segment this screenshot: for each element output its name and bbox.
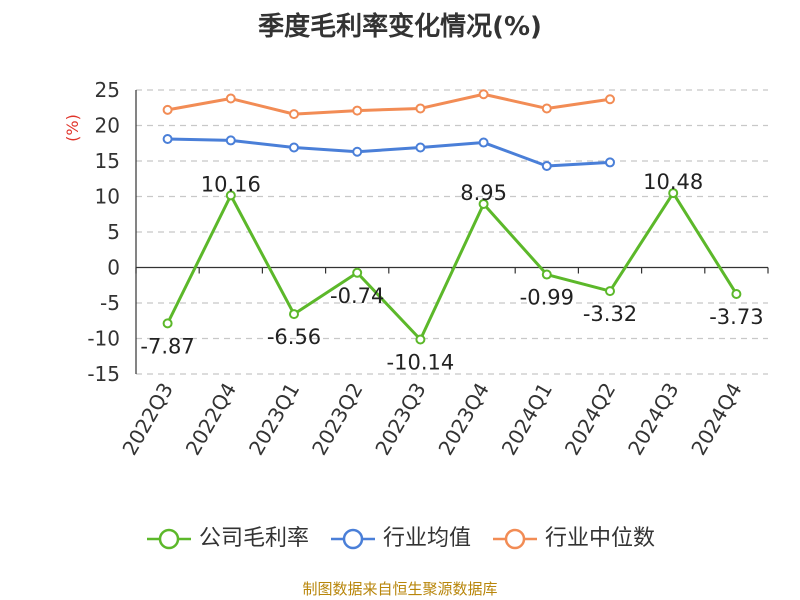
legend-label: 行业均值 <box>382 526 471 551</box>
y-tick-label: 5 <box>107 220 120 244</box>
y-tick-label: 25 <box>95 78 120 102</box>
chart-title: 季度毛利率变化情况(%) <box>258 12 542 42</box>
data-label: -3.32 <box>583 302 637 326</box>
x-tick-label: 2024Q3 <box>623 379 683 460</box>
data-point <box>225 93 236 104</box>
data-point <box>605 286 615 297</box>
series-lines <box>162 89 742 345</box>
x-tick-label: 2022Q3 <box>117 379 177 460</box>
data-label: 10.48 <box>643 170 703 194</box>
y-tick-label: 20 <box>95 114 120 138</box>
legend-label: 行业中位数 <box>545 526 656 551</box>
data-point <box>162 318 173 329</box>
x-tick-label: 2024Q4 <box>686 379 746 460</box>
data-point <box>605 157 615 168</box>
source-note: 制图数据来自恒生聚源数据库 <box>302 580 498 598</box>
data-point <box>541 103 552 114</box>
data-point <box>478 89 489 100</box>
data-point <box>541 160 552 171</box>
legend-item[interactable]: 行业均值 <box>329 520 471 552</box>
data-label: -3.73 <box>709 305 763 329</box>
x-tick-label: 2023Q3 <box>370 379 430 460</box>
y-tick-label: -5 <box>100 291 120 315</box>
x-tick-label: 2024Q2 <box>560 379 620 460</box>
legend-marker <box>158 528 180 550</box>
data-point <box>731 288 742 299</box>
data-label: -10.14 <box>387 350 455 374</box>
x-tick-label: 2023Q2 <box>307 379 367 460</box>
data-point <box>478 137 489 148</box>
data-point <box>605 94 615 105</box>
y-tick-label: -10 <box>87 327 120 351</box>
data-point <box>225 190 236 201</box>
x-tick-label: 2024Q1 <box>497 379 557 460</box>
legend: 公司毛利率 行业均值 行业中位数 <box>0 520 800 552</box>
data-point <box>162 133 173 144</box>
data-point <box>162 104 173 115</box>
data-label: -0.99 <box>520 286 574 310</box>
legend-swatch <box>493 528 537 550</box>
data-point <box>289 309 299 320</box>
data-label: -6.56 <box>267 325 321 349</box>
y-axis-unit-label: (%) <box>63 114 82 142</box>
data-label: -0.74 <box>330 284 384 308</box>
gridlines <box>136 89 768 375</box>
series-line <box>167 92 611 116</box>
data-point <box>541 269 552 280</box>
data-labels: -7.87 10.16 -6.56 -0.74 -10.14 8.95 -0.99 -3.32… <box>140 170 763 374</box>
legend-label: 公司毛利率 <box>198 526 309 551</box>
y-tick-label: 15 <box>95 149 120 173</box>
data-label: -7.87 <box>140 334 194 358</box>
data-point <box>352 105 363 116</box>
data-point <box>415 142 426 153</box>
data-point <box>289 109 299 120</box>
data-point <box>668 188 679 199</box>
series-line <box>167 137 611 168</box>
data-point <box>289 142 299 153</box>
data-point <box>415 103 426 114</box>
data-label: 10.16 <box>201 172 261 196</box>
legend-swatch <box>330 528 375 550</box>
legend-item[interactable]: 公司毛利率 <box>145 520 309 552</box>
y-tick-label: 0 <box>107 256 120 280</box>
data-label: 8.95 <box>460 181 507 205</box>
series-line <box>166 191 738 341</box>
y-tick-label: -15 <box>87 362 120 386</box>
y-tick-label: 10 <box>95 185 120 209</box>
data-point <box>352 146 363 157</box>
legend-swatch <box>146 528 191 550</box>
legend-marker <box>342 528 364 550</box>
x-tick-label: 2023Q4 <box>433 378 493 459</box>
legend-item[interactable]: 行业中位数 <box>491 520 655 552</box>
x-tick-label: 2022Q4 <box>181 379 241 460</box>
data-point <box>352 267 363 278</box>
legend-marker <box>504 528 526 550</box>
x-tick-label: 2023Q1 <box>244 379 304 460</box>
data-point <box>478 198 489 209</box>
data-point <box>415 334 426 345</box>
data-point <box>225 135 236 146</box>
